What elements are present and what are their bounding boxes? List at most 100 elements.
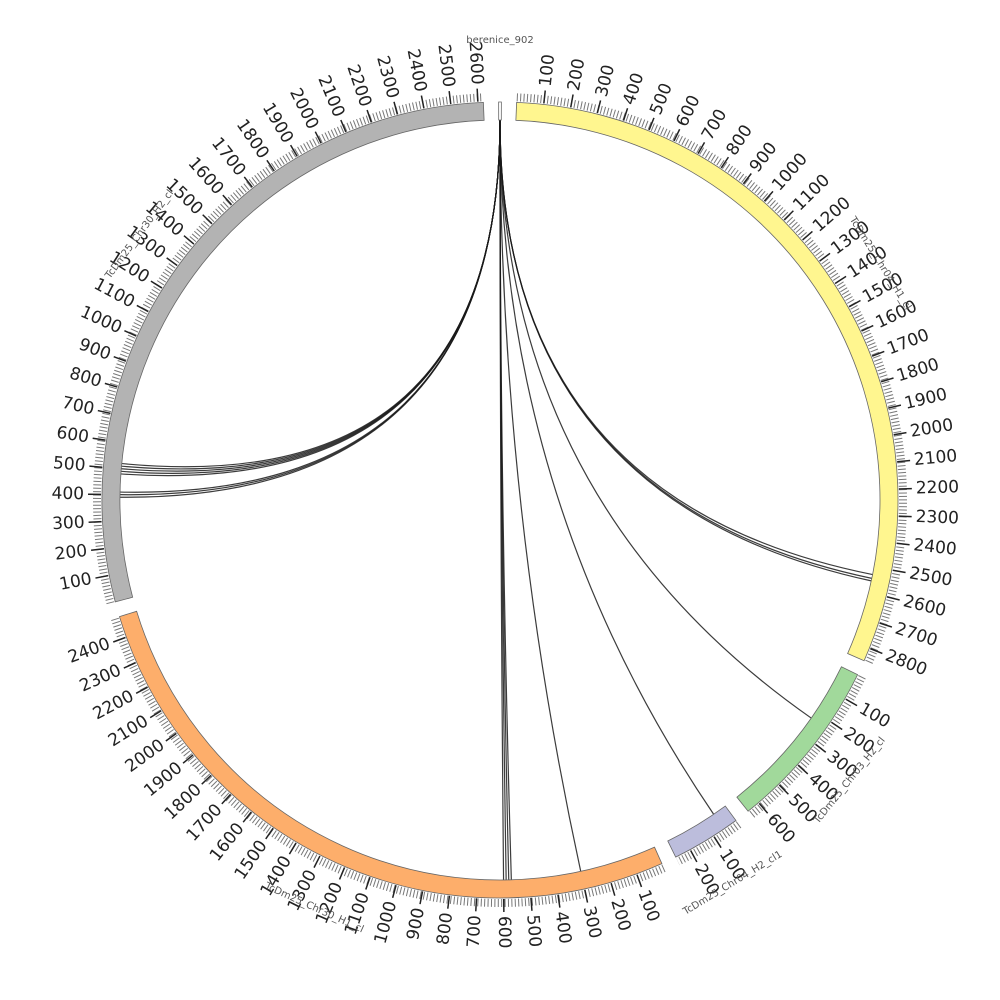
tick-mark bbox=[97, 409, 111, 415]
tick-label: 2400 bbox=[912, 535, 957, 560]
tick-mark bbox=[448, 91, 452, 105]
tick-label: 400 bbox=[619, 70, 648, 107]
minor-ticks bbox=[748, 675, 866, 819]
tick-label: 2600 bbox=[901, 591, 948, 621]
tick-label: 800 bbox=[67, 363, 104, 391]
tick-label: 1900 bbox=[903, 384, 950, 413]
tick-mark bbox=[802, 230, 813, 241]
segment-band bbox=[101, 101, 485, 603]
tick-mark bbox=[648, 117, 655, 131]
tick-mark bbox=[366, 109, 373, 123]
tick-label: 2100 bbox=[913, 446, 958, 470]
tick-label: 900 bbox=[403, 906, 429, 942]
tick-mark bbox=[896, 542, 910, 546]
tick-mark bbox=[888, 404, 902, 409]
tick-label: 200 bbox=[606, 897, 634, 934]
tick-label: 600 bbox=[494, 916, 514, 949]
tick-mark bbox=[150, 280, 163, 289]
tick-mark bbox=[391, 885, 397, 898]
tick-mark bbox=[897, 459, 911, 463]
tick-label: 900 bbox=[746, 139, 782, 177]
tick-mark bbox=[870, 647, 883, 655]
tick-mark bbox=[242, 811, 252, 823]
tick-mark bbox=[113, 355, 127, 362]
tick-mark bbox=[201, 774, 212, 785]
link bbox=[499, 119, 812, 719]
tick-mark bbox=[778, 784, 789, 795]
tick-mark bbox=[202, 214, 213, 225]
tick-mark bbox=[165, 732, 177, 742]
segment-band bbox=[515, 101, 899, 662]
segment-band bbox=[118, 610, 663, 899]
links bbox=[120, 119, 873, 880]
tick-label: 2200 bbox=[916, 477, 960, 498]
minor-ticks bbox=[110, 616, 666, 907]
tick-mark bbox=[265, 827, 274, 840]
tick-mark bbox=[123, 662, 137, 669]
tick-label: 900 bbox=[76, 335, 113, 365]
tick-label: 100 bbox=[536, 53, 559, 87]
tick-mark bbox=[313, 855, 321, 868]
tick-mark bbox=[689, 850, 698, 863]
tick-mark bbox=[222, 194, 233, 206]
segment-band bbox=[736, 666, 859, 812]
tick-label: 700 bbox=[698, 106, 731, 144]
link bbox=[499, 119, 872, 582]
tick-label: 1800 bbox=[894, 354, 941, 386]
minor-ticks bbox=[93, 93, 484, 605]
tick-label: 2600 bbox=[465, 41, 487, 85]
tick-mark bbox=[112, 636, 126, 643]
tick-mark bbox=[266, 159, 275, 172]
tick-label: 500 bbox=[52, 453, 86, 476]
tick-mark bbox=[530, 897, 533, 911]
tick-mark bbox=[886, 596, 900, 601]
tick-label: 400 bbox=[51, 484, 84, 504]
tick-mark bbox=[570, 94, 574, 108]
tick-mark bbox=[880, 377, 894, 383]
tick-mark bbox=[596, 100, 602, 114]
tick-mark bbox=[848, 299, 861, 308]
tick-label: 2300 bbox=[915, 507, 959, 529]
tick-label: 2700 bbox=[893, 619, 940, 651]
tick-mark bbox=[365, 876, 371, 890]
tick-label: 2200 bbox=[342, 62, 375, 109]
link bbox=[121, 119, 501, 468]
tick-mark bbox=[104, 382, 118, 388]
tick-mark bbox=[393, 101, 399, 115]
tick-label: 200 bbox=[564, 57, 589, 92]
tick-label: 2400 bbox=[403, 47, 431, 93]
tick-mark bbox=[166, 257, 178, 267]
tick-label: 800 bbox=[722, 121, 757, 159]
tick-label: 100 bbox=[58, 569, 94, 595]
tick-label: 2500 bbox=[908, 563, 954, 590]
tick-label: 1600 bbox=[873, 297, 921, 333]
tick-label: 2100 bbox=[313, 73, 348, 121]
tick-mark bbox=[89, 465, 103, 468]
tick-mark bbox=[797, 764, 809, 775]
tick-label: 1700 bbox=[884, 325, 932, 359]
tick-label: 500 bbox=[522, 914, 544, 948]
tick-mark bbox=[136, 304, 149, 313]
link bbox=[499, 119, 582, 872]
tick-mark bbox=[861, 324, 874, 332]
tick-mark bbox=[584, 889, 589, 903]
tick-mark bbox=[243, 176, 253, 188]
tick-mark bbox=[289, 144, 298, 157]
tick-label: 600 bbox=[55, 423, 90, 448]
tick-mark bbox=[135, 686, 148, 694]
tick-label: 2400 bbox=[65, 634, 113, 668]
tick-mark bbox=[898, 515, 912, 518]
tick-mark bbox=[420, 95, 425, 109]
tick-label: 100 bbox=[633, 887, 663, 924]
tick-label: 400 bbox=[551, 910, 576, 945]
tick-mark bbox=[871, 350, 885, 357]
tick-label: 2000 bbox=[909, 415, 955, 442]
tick-mark bbox=[314, 131, 322, 144]
tick-mark bbox=[783, 210, 794, 221]
segment-band bbox=[667, 805, 737, 858]
tick-label: 1000 bbox=[77, 302, 125, 338]
segment-name: berenice_902 bbox=[466, 35, 533, 46]
tick-mark bbox=[673, 128, 681, 142]
